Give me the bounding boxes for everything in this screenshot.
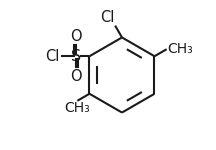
Text: Cl: Cl xyxy=(100,10,114,25)
Text: S: S xyxy=(71,49,81,64)
Text: Cl: Cl xyxy=(45,49,59,64)
Text: CH₃: CH₃ xyxy=(167,42,193,56)
Text: O: O xyxy=(70,29,82,44)
Text: O: O xyxy=(70,69,82,84)
Text: CH₃: CH₃ xyxy=(65,102,90,116)
